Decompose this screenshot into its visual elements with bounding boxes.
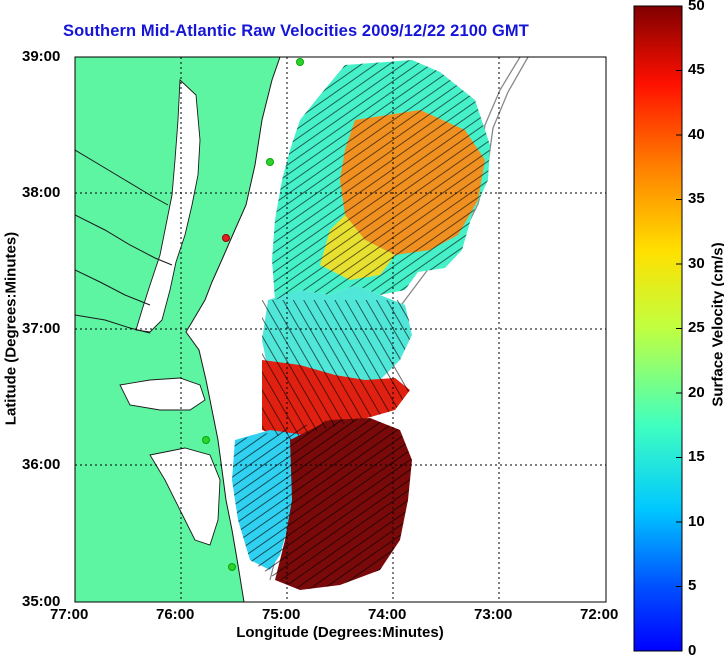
x-tick-label: 74:00 xyxy=(368,606,407,623)
river-potomac xyxy=(75,149,169,206)
x-tick-label: 73:00 xyxy=(474,606,513,623)
chesapeake-bay xyxy=(135,79,201,333)
y-tick-label: 35:00 xyxy=(22,593,61,610)
radar-station-marker xyxy=(296,58,304,66)
river-james xyxy=(75,314,151,334)
y-tick-label: 37:00 xyxy=(22,320,61,337)
colorbar-tick-label: 20 xyxy=(688,384,705,401)
colorbar-tick-label: 45 xyxy=(688,61,705,78)
colorbar-tick-label: 0 xyxy=(688,642,697,659)
colorbar-tick-label: 40 xyxy=(688,126,705,143)
x-tick-label: 77:00 xyxy=(50,606,89,623)
x-tick-label: 76:00 xyxy=(156,606,195,623)
y-tick-label: 38:00 xyxy=(22,184,61,201)
sound-pamlico xyxy=(149,447,221,546)
map-title: Southern Mid-Atlantic Raw Velocities 200… xyxy=(63,22,529,40)
colorbar-tick-label: 30 xyxy=(688,255,705,272)
velocity-arrows xyxy=(272,60,490,300)
colorbar-tick-label: 10 xyxy=(688,513,705,530)
colorbar xyxy=(633,5,683,652)
y-axis-label: Latitude (Degrees:Minutes) xyxy=(2,231,20,426)
colorbar-tick-label: 50 xyxy=(688,0,705,14)
radar-station-marker xyxy=(266,158,274,166)
radar-station-marker xyxy=(222,234,230,242)
x-axis-label: Longitude (Degrees:Minutes) xyxy=(236,624,444,641)
sound-albemarle xyxy=(119,377,206,411)
velocity-arrows xyxy=(232,418,412,590)
colorbar-tick-label: 25 xyxy=(688,319,705,336)
y-tick-label: 36:00 xyxy=(22,456,61,473)
y-tick-label: 39:00 xyxy=(22,48,61,65)
colorbar-tick-label: 35 xyxy=(688,190,705,207)
colorbar-ticks xyxy=(676,5,682,652)
x-tick-label: 75:00 xyxy=(262,606,301,623)
river-york xyxy=(75,269,151,306)
colorbar-label: Surface Velocity (cm/s) xyxy=(709,242,724,407)
river-rappahannock xyxy=(75,214,173,266)
radar-station-marker xyxy=(228,563,236,571)
x-tick-label: 72:00 xyxy=(580,606,619,623)
colorbar-tick-label: 5 xyxy=(688,577,697,594)
velocity-arrows xyxy=(262,300,412,440)
isobath-line xyxy=(457,57,529,245)
colorbar-tick-label: 15 xyxy=(688,448,705,465)
map-grid xyxy=(75,57,606,602)
axes-frame xyxy=(74,56,607,603)
radar-station-marker xyxy=(202,436,210,444)
